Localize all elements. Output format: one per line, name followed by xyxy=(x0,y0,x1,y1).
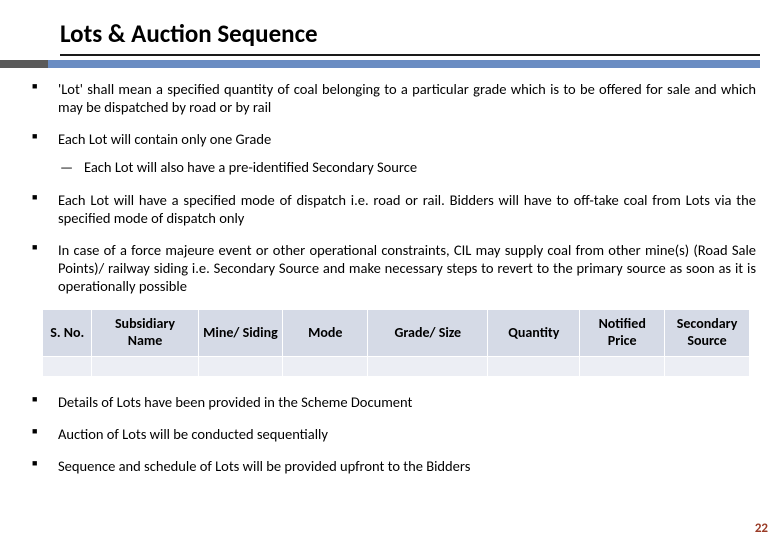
accent-bar xyxy=(0,60,780,68)
slide-title: Lots & Auction Sequence xyxy=(60,18,780,52)
bullet-text: Auction of Lots will be conducted sequen… xyxy=(58,425,328,443)
bullet-item: In case of a force majeure event or othe… xyxy=(28,241,756,295)
bullet-item: Each Lot will have a specified mode of d… xyxy=(28,191,756,227)
table-header: Subsidiary Name xyxy=(92,310,198,357)
content-area-bottom: Details of Lots have been provided in th… xyxy=(0,393,780,475)
sub-bullet-list: Each Lot will also have a pre-identified… xyxy=(58,158,756,176)
table-cell xyxy=(368,356,488,376)
table-cell xyxy=(198,356,283,376)
table-header: Mode xyxy=(283,310,368,357)
bullet-item: Each Lot will contain only one Grade Eac… xyxy=(28,130,756,176)
table-cell xyxy=(580,356,665,376)
bullet-list-bottom: Details of Lots have been provided in th… xyxy=(28,393,756,475)
page-number: 22 xyxy=(755,521,768,536)
sub-bullet-text: Each Lot will also have a pre-identified… xyxy=(84,158,417,176)
table-header: Notified Price xyxy=(580,310,665,357)
table-header: Quantity xyxy=(488,310,580,357)
title-block: Lots & Auction Sequence xyxy=(0,0,780,56)
bullet-text: Each Lot will have a specified mode of d… xyxy=(58,191,756,227)
bullet-item: Auction of Lots will be conducted sequen… xyxy=(28,425,756,443)
accent-dark xyxy=(0,60,48,68)
table-header-row: S. No. Subsidiary Name Mine/ Siding Mode… xyxy=(43,310,750,357)
bullet-text: Details of Lots have been provided in th… xyxy=(58,393,412,411)
table-container: S. No. Subsidiary Name Mine/ Siding Mode… xyxy=(0,309,780,377)
sub-bullet-item: Each Lot will also have a pre-identified… xyxy=(58,158,756,176)
bullet-list-top: 'Lot' shall mean a specified quantity of… xyxy=(28,80,756,295)
table-cell xyxy=(43,356,92,376)
table-cell xyxy=(92,356,198,376)
bullet-item: Sequence and schedule of Lots will be pr… xyxy=(28,457,756,475)
table-header: Grade/ Size xyxy=(368,310,488,357)
table-header: Secondary Source xyxy=(665,310,750,357)
title-underline xyxy=(60,54,760,56)
bullet-item: Details of Lots have been provided in th… xyxy=(28,393,756,411)
table-cell xyxy=(488,356,580,376)
bullet-text: Sequence and schedule of Lots will be pr… xyxy=(58,457,470,475)
bullet-text: Each Lot will contain only one Grade xyxy=(58,130,271,148)
accent-blue xyxy=(48,60,760,68)
table-cell xyxy=(283,356,368,376)
table-cell xyxy=(665,356,750,376)
bullet-item: 'Lot' shall mean a specified quantity of… xyxy=(28,80,756,116)
table-header: S. No. xyxy=(43,310,92,357)
bullet-text: In case of a force majeure event or othe… xyxy=(58,241,756,295)
table-header: Mine/ Siding xyxy=(198,310,283,357)
bullet-text: 'Lot' shall mean a specified quantity of… xyxy=(58,80,756,116)
table-row xyxy=(43,356,750,376)
lots-table: S. No. Subsidiary Name Mine/ Siding Mode… xyxy=(42,309,750,377)
content-area: 'Lot' shall mean a specified quantity of… xyxy=(0,68,780,295)
